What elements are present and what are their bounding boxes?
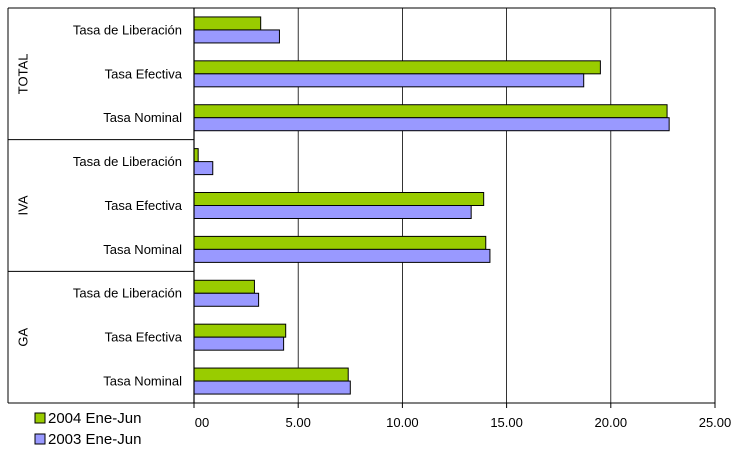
legend-swatch	[34, 433, 46, 445]
bar	[193, 367, 349, 382]
category-label: Tasa de Liberación	[73, 22, 182, 37]
group-label: IVA	[15, 195, 30, 215]
bar	[193, 148, 199, 163]
legend-label: 2004 Ene-Jun	[48, 410, 141, 427]
bar	[193, 235, 487, 250]
bar	[193, 60, 601, 75]
bar	[193, 104, 668, 119]
category-label: Tasa Efectiva	[105, 198, 183, 213]
category-label: Tasa Nominal	[103, 373, 182, 388]
group-label: TOTAL	[15, 53, 30, 94]
x-tick-label: 15.00	[490, 415, 523, 430]
category-label: Tasa de Liberación	[73, 286, 182, 301]
category-label: Tasa Efectiva	[105, 330, 183, 345]
bar	[193, 117, 670, 132]
category-label: Tasa de Liberación	[73, 154, 182, 169]
bar	[193, 192, 485, 206]
bar	[193, 73, 585, 88]
bar	[193, 336, 285, 351]
bar	[193, 279, 255, 294]
category-label: Tasa Nominal	[103, 110, 182, 125]
x-tick-label: 25.00	[699, 415, 732, 430]
category-label: Tasa Efectiva	[105, 66, 183, 81]
x-tick-label: 20.00	[595, 415, 628, 430]
category-label: Tasa Nominal	[103, 242, 182, 257]
group-label: GA	[15, 327, 30, 346]
bar	[193, 292, 260, 307]
legend-swatch	[34, 412, 46, 424]
bar	[193, 161, 214, 176]
x-tick-label: 10.00	[386, 415, 419, 430]
x-tick-label: 5.00	[286, 415, 311, 430]
bar	[193, 29, 280, 44]
legend-label: 2003 Ene-Jun	[48, 431, 141, 448]
bar	[193, 16, 262, 31]
bar	[193, 205, 472, 219]
bar	[193, 323, 287, 338]
x-tick-label: 00	[195, 415, 209, 430]
bar	[193, 248, 491, 263]
bar	[193, 380, 351, 395]
